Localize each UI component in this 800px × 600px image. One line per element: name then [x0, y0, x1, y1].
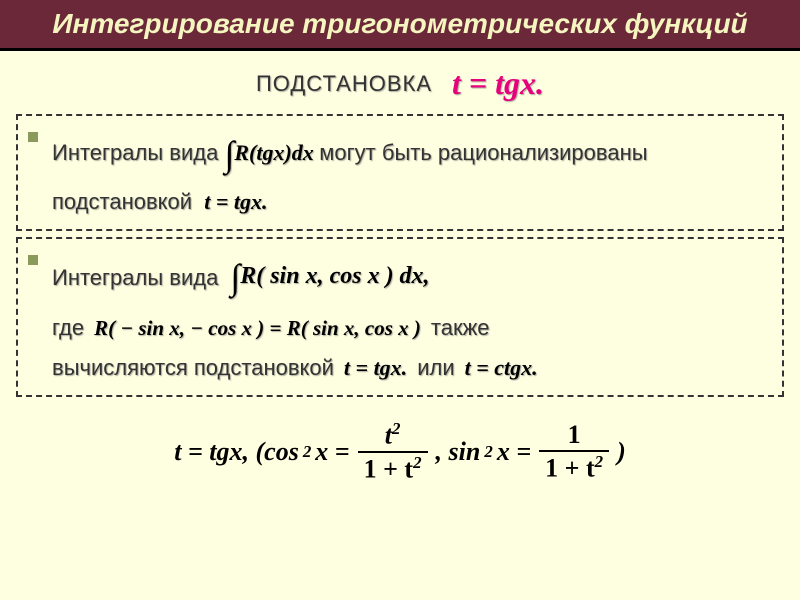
subtitle-formula: t = tgx. [452, 65, 544, 102]
box1-subst: t = tgx. [204, 189, 267, 214]
box2-computed: вычисляются подстановкой [52, 350, 334, 385]
frac1-den-txt: 1 + t [364, 454, 413, 483]
box1-integrand: R(tgx)dx [234, 140, 313, 165]
frac2-den: 1 + t2 [539, 450, 609, 482]
bf-sq2: 2 [484, 442, 492, 462]
fraction-2: 1 1 + t2 [539, 422, 609, 482]
bottom-formula: t = tgx, (cos2 x = t2 1 + t2 , sin2 x = … [0, 403, 800, 500]
bf-close: ) [617, 437, 626, 467]
box2-integrand: R( sin x, cos x ) dx, [240, 263, 429, 289]
box2-pre: Интегралы вида [52, 260, 218, 295]
frac1-den: 1 + t2 [358, 451, 428, 483]
bf-comma: , sin [436, 437, 481, 467]
box1-content: Интегралы вида ∫R(tgx)dx могут быть раци… [52, 126, 768, 219]
bullet-icon [28, 132, 38, 142]
frac2-den-sq: 2 [595, 452, 603, 471]
frac1-num-sq: 2 [392, 419, 400, 438]
box2-content: Интегралы вида ∫R( sin x, cos x ) dx, гд… [52, 249, 768, 385]
bf-xeq: x = [315, 437, 349, 467]
bf-lead: t = tgx, (cos [174, 437, 299, 467]
box2-subst1: t = tgx. [344, 350, 407, 385]
frac1-num-t: t [385, 421, 392, 450]
fraction-1: t2 1 + t2 [358, 421, 428, 482]
subtitle-label: ПОДСТАНОВКА [256, 71, 432, 97]
box-1: Интегралы вида ∫R(tgx)dx могут быть раци… [16, 114, 784, 231]
box2-subst2: t = ctgx. [465, 350, 538, 385]
integral-sign: ∫ [224, 134, 234, 174]
frac2-num: 1 [562, 422, 587, 450]
box2-also: также [431, 310, 490, 345]
box1-integral: ∫R(tgx)dx [224, 140, 319, 165]
subtitle-row: ПОДСТАНОВКА t = tgx. [0, 51, 800, 108]
frac2-den-txt: 1 + t [545, 454, 594, 483]
box1-pre: Интегралы вида [52, 140, 218, 165]
box2-line1: Интегралы вида ∫R( sin x, cos x ) dx, [52, 249, 768, 307]
box2-integral: ∫R( sin x, cos x ) dx, [230, 249, 429, 307]
box2-line3: вычисляются подстановкой t = tgx. или t … [52, 350, 768, 385]
box2-line2: где R( − sin x, − cos x ) = R( sin x, co… [52, 310, 768, 346]
box2-where: где [52, 310, 84, 345]
box-2: Интегралы вида ∫R( sin x, cos x ) dx, гд… [16, 237, 784, 397]
bullet-icon [28, 255, 38, 265]
title-text: Интегрирование тригонометрических функци… [52, 8, 747, 39]
frac1-num: t2 [379, 421, 407, 451]
integral-sign: ∫ [230, 257, 240, 297]
box2-condition: R( − sin x, − cos x ) = R( sin x, cos x … [94, 312, 421, 346]
bf-xeq2: x = [497, 437, 531, 467]
page-title: Интегрирование тригонометрических функци… [0, 0, 800, 51]
frac1-den-sq: 2 [413, 453, 421, 472]
bf-sq1: 2 [303, 442, 311, 462]
box2-or: или [417, 350, 454, 385]
